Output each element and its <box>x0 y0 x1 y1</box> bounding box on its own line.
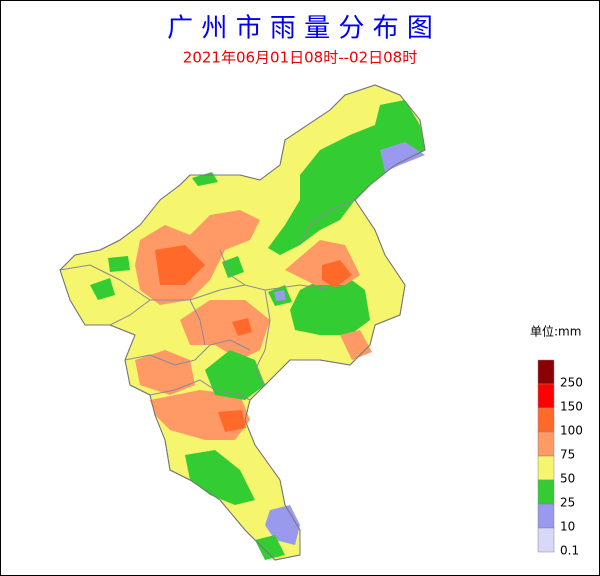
region-orange <box>180 300 270 360</box>
region-green <box>222 256 244 278</box>
legend-swatch <box>537 527 555 553</box>
legend-label: 50 <box>560 472 575 486</box>
legend-label: 150 <box>560 400 583 414</box>
legend-swatch <box>537 431 555 457</box>
region-dark-orange <box>218 410 246 432</box>
region-orange <box>340 330 372 360</box>
region-blue <box>274 290 286 301</box>
region-green <box>268 100 425 255</box>
region-green <box>290 275 370 335</box>
legend-label: 0.1 <box>560 544 579 558</box>
region-green <box>205 350 265 400</box>
legend-swatch <box>537 407 555 433</box>
legend-label: 25 <box>560 496 575 510</box>
region-blue <box>380 142 425 172</box>
map-subtitle: 2021年06月01日08时--02日08时 <box>183 49 417 67</box>
district-lines <box>59 199 356 401</box>
region-green <box>185 450 255 505</box>
legend: 250 150 100 75 50 25 10 0.1 <box>537 359 583 558</box>
region-green <box>255 535 285 560</box>
legend-swatch <box>537 383 555 409</box>
rain-map <box>59 84 426 561</box>
legend-swatch <box>537 479 555 505</box>
region-dark-orange <box>232 318 252 336</box>
legend-label: 100 <box>560 424 583 438</box>
map-title: 广 州 市 雨 量 分 布 图 <box>167 14 433 44</box>
legend-label: 10 <box>560 520 575 534</box>
region-green <box>90 278 115 300</box>
legend-label: 250 <box>560 376 583 390</box>
legend-swatch <box>537 359 555 385</box>
legend-unit: 单位:mm <box>530 324 581 339</box>
region-orange <box>135 350 195 395</box>
legend-swatch <box>537 455 555 481</box>
region-green <box>108 256 130 272</box>
city-outline <box>59 84 426 561</box>
legend-label: 75 <box>560 448 575 462</box>
legend-swatch <box>537 503 555 529</box>
region-dark-orange <box>155 245 205 285</box>
region-dark-orange <box>322 260 352 288</box>
